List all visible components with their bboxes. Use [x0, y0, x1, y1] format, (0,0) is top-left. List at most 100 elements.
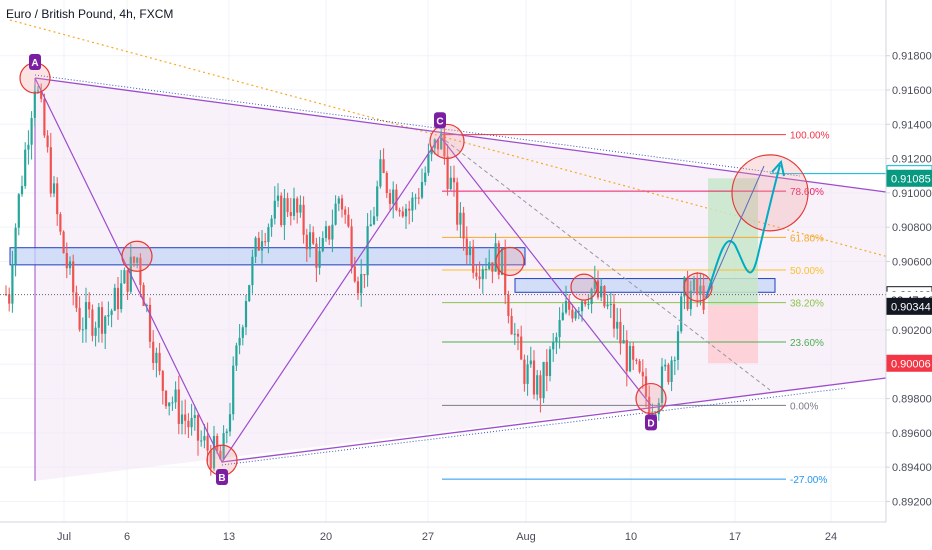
candle — [248, 284, 251, 303]
candle-body — [430, 148, 433, 155]
time-label: 13 — [223, 531, 235, 543]
candle — [88, 292, 91, 319]
candle — [72, 254, 75, 306]
candle-body — [443, 133, 446, 157]
target-tag: 0.91085 — [891, 173, 931, 185]
projection-arrowhead — [771, 159, 785, 177]
candle — [62, 230, 65, 254]
candle-body — [392, 189, 395, 204]
candle-body — [49, 147, 52, 194]
loss-zone — [708, 305, 758, 364]
candle-body — [504, 248, 507, 295]
candle — [52, 176, 56, 198]
candle-body — [408, 208, 411, 211]
candle — [190, 403, 193, 436]
candle — [670, 356, 673, 392]
candle — [411, 192, 414, 223]
candle-body — [33, 91, 36, 118]
candle — [228, 402, 232, 437]
candle — [273, 186, 276, 225]
fib-label: -27.00% — [790, 475, 827, 486]
candle-body — [180, 414, 184, 424]
candle-body — [603, 286, 606, 307]
candle-body — [97, 307, 100, 328]
candle-body — [337, 198, 340, 204]
candle-body — [203, 436, 206, 441]
candle — [539, 370, 542, 413]
fib-label: 38.20% — [790, 299, 824, 310]
candle — [8, 287, 11, 312]
candle-body — [241, 327, 244, 338]
candle-body — [174, 389, 177, 403]
candle — [452, 165, 456, 197]
candle-body — [596, 280, 600, 298]
point-label-bg — [29, 54, 41, 70]
candle-body — [113, 287, 116, 311]
candle — [196, 413, 200, 456]
candle-body — [622, 340, 625, 344]
candle — [65, 242, 68, 279]
point-label-b: B — [218, 473, 225, 484]
candle-body — [587, 304, 590, 306]
candle — [11, 250, 14, 313]
candle-body — [56, 183, 59, 215]
candle-body — [126, 270, 129, 292]
candle — [321, 231, 324, 253]
candle — [180, 400, 184, 435]
candle — [472, 239, 475, 279]
candle — [676, 325, 680, 371]
candle-body — [68, 261, 72, 269]
candle-body — [670, 360, 673, 382]
candle-body — [545, 361, 548, 377]
candles — [4, 83, 705, 476]
candle — [126, 269, 129, 301]
chart-title: Euro / British Pound, 4h, FXCM — [6, 7, 174, 21]
candle — [161, 369, 164, 405]
candle-body — [347, 214, 350, 227]
candle-body — [491, 262, 494, 272]
candle-body — [299, 204, 302, 213]
candle — [379, 150, 382, 189]
candle-body — [420, 182, 424, 198]
candle-body — [660, 366, 664, 403]
candle — [414, 193, 417, 210]
candle — [324, 220, 328, 242]
candle — [315, 237, 318, 282]
candle — [622, 324, 625, 344]
candle — [187, 413, 190, 439]
candle — [184, 399, 187, 435]
candle — [558, 307, 561, 349]
time-axis-bg — [0, 522, 886, 550]
candle-body — [148, 304, 152, 342]
candle-body — [494, 243, 497, 272]
candle-body — [164, 390, 168, 407]
candle-body — [532, 360, 536, 395]
candle — [702, 274, 705, 315]
candle-body — [564, 300, 568, 313]
candle-body — [376, 186, 379, 217]
candle — [568, 294, 571, 316]
candle — [699, 273, 702, 306]
candle-body — [14, 227, 17, 265]
candle-body — [548, 349, 552, 377]
pattern-fill — [35, 78, 886, 481]
candle — [116, 276, 120, 320]
candle-body — [484, 268, 488, 270]
target-arrow-line — [705, 165, 765, 299]
candle-body — [577, 311, 580, 313]
candle-body — [404, 208, 408, 217]
candle-body — [648, 396, 651, 418]
candle — [148, 297, 152, 349]
candle-body — [574, 311, 577, 319]
candle — [388, 189, 392, 212]
candle-body — [558, 320, 561, 338]
candle — [78, 296, 81, 332]
price-label: 0.91000 — [892, 188, 932, 200]
candle-body — [267, 227, 270, 242]
candle-body — [305, 234, 308, 250]
candle-body — [264, 241, 267, 243]
candle-body — [696, 278, 699, 295]
candle — [155, 347, 158, 378]
candle — [305, 228, 308, 262]
